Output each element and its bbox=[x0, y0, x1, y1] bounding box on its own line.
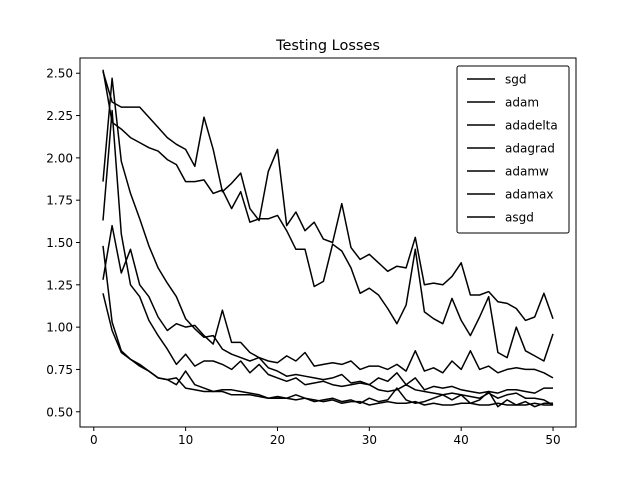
series-line-adagrad bbox=[102, 245, 553, 406]
legend-label-adadelta: adadelta bbox=[505, 119, 558, 133]
y-tick-label: 0.75 bbox=[46, 363, 73, 377]
series-line-adam bbox=[102, 224, 554, 379]
series-line-adadelta bbox=[102, 77, 553, 394]
y-tick-label: 2.25 bbox=[46, 109, 73, 123]
legend-label-adam: adam bbox=[505, 96, 539, 110]
x-tick-label: 30 bbox=[362, 433, 377, 447]
x-tick-label: 0 bbox=[90, 433, 98, 447]
x-tick-label: 20 bbox=[270, 433, 285, 447]
legend-label-adamax: adamax bbox=[505, 188, 553, 202]
y-tick-label: 1.00 bbox=[46, 321, 73, 335]
series-line-adamax bbox=[102, 293, 553, 408]
legend-label-sgd: sgd bbox=[505, 73, 527, 87]
y-tick-label: 2.50 bbox=[46, 67, 73, 81]
y-tick-label: 1.75 bbox=[46, 194, 73, 208]
x-tick-label: 40 bbox=[454, 433, 469, 447]
x-tick-label: 10 bbox=[178, 433, 193, 447]
legend-label-adamw: adamw bbox=[505, 165, 549, 179]
y-tick-label: 2.00 bbox=[46, 151, 73, 165]
y-tick-label: 0.50 bbox=[46, 405, 73, 419]
series-line-asgd bbox=[102, 69, 554, 362]
x-tick-label: 50 bbox=[545, 433, 560, 447]
legend-label-asgd: asgd bbox=[505, 211, 534, 225]
y-tick-label: 1.50 bbox=[46, 236, 73, 250]
series-layer bbox=[102, 69, 554, 408]
y-tick-label: 1.25 bbox=[46, 278, 73, 292]
chart-title: Testing Losses bbox=[275, 38, 380, 54]
legend: sgd adam adadelta adagrad adamw adamax asgd bbox=[456, 65, 570, 234]
series-line-adamw bbox=[102, 109, 554, 406]
legend-label-adagrad: adagrad bbox=[505, 142, 555, 156]
series-line-sgd bbox=[102, 71, 554, 322]
legend-box bbox=[456, 65, 570, 234]
ticks-layer: 0 10 20 30 40 50 0.50 0.75 1.00 1.25 1.50 1.75 2.00 2… bbox=[46, 67, 560, 447]
